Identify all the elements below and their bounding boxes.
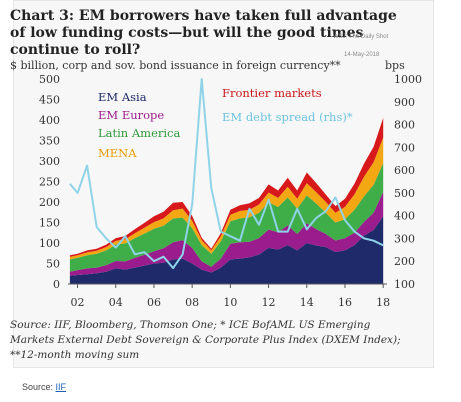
- y-left-tick-label: 200: [39, 196, 60, 209]
- footer-source: Source: IIF: [22, 382, 66, 392]
- line-em-debt-spread: [69, 78, 384, 270]
- y-left-tick-label: 100: [39, 237, 60, 250]
- spread-line-layer: [69, 78, 384, 270]
- axes: 0 50 100 150 200 250 300 350 400 450 500 100 200 300 4…: [39, 73, 422, 309]
- watermark-line-1: WSJ: The Daily Shot: [333, 34, 389, 40]
- x-tick-label: 12: [262, 296, 276, 309]
- x-tick-label: 14: [300, 296, 314, 309]
- footer-source-label: Source:: [22, 382, 56, 392]
- y-left-tick-label: 350: [39, 135, 60, 148]
- y-left-tick-label: 150: [39, 217, 60, 230]
- y-left-tick-label: 450: [39, 94, 60, 107]
- legend-em-europe: EM Europe: [98, 108, 164, 122]
- y-right-tick-label: 500: [394, 187, 415, 200]
- y-right-tick-label: 1000: [394, 73, 422, 86]
- x-tick-label: 08: [185, 296, 199, 309]
- y-left-tick-label: 300: [39, 155, 60, 168]
- y-right-tick-label: 800: [394, 119, 415, 132]
- source-note: Source: IIF, Bloomberg, Thomson One; * I…: [10, 319, 401, 361]
- y-left-tick-label: 250: [39, 176, 60, 189]
- y-right-tick-label: 200: [394, 255, 415, 268]
- right-axis-label: bps: [385, 59, 405, 72]
- y-left-tick-label: 400: [39, 114, 60, 127]
- x-tick-label: 10: [223, 296, 237, 309]
- y-right-tick-label: 400: [394, 210, 415, 223]
- area-mena: [69, 137, 384, 260]
- legend-em-debt-spread-rhs-: EM debt spread (rhs)*: [222, 110, 353, 124]
- y-right-tick-label: 900: [394, 96, 415, 109]
- y-right-tick-label: 100: [394, 278, 415, 291]
- x-tick-label: 06: [147, 296, 161, 309]
- legend: EM Asia EM Europe Latin America MENA Frontie…: [98, 86, 353, 160]
- x-tick-label: 18: [376, 296, 390, 309]
- footer-source-link[interactable]: IIF: [55, 382, 67, 392]
- y-right-tick-label: 300: [394, 232, 415, 245]
- legend-latin-america: Latin America: [98, 126, 180, 140]
- x-tick-label: 02: [71, 296, 85, 309]
- y-left-tick-label: 0: [53, 278, 60, 291]
- area-em-asia: [69, 216, 384, 284]
- legend-mena: MENA: [98, 146, 137, 160]
- area-latin-america: [69, 163, 384, 272]
- watermark-line-2: 14-May-2018: [344, 52, 380, 58]
- y-right-tick-label: 600: [394, 164, 415, 177]
- area-frontier-markets: [69, 117, 384, 257]
- legend-em-asia: EM Asia: [98, 90, 147, 104]
- x-tick-label: 04: [109, 296, 123, 309]
- x-tick-label: 16: [338, 296, 352, 309]
- y-left-tick-label: 50: [46, 258, 60, 271]
- y-right-tick-label: 700: [394, 141, 415, 154]
- y-left-tick-label: 500: [39, 73, 60, 86]
- chart-title: Chart 3: EM borrowers have taken full ad…: [10, 8, 397, 58]
- left-axis-label: $ billion, corp and sov. bond issuance i…: [10, 59, 341, 72]
- legend-frontier-markets: Frontier markets: [222, 86, 322, 100]
